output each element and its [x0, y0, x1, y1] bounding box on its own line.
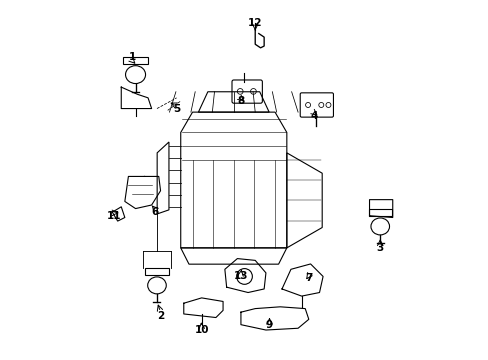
Bar	[368, 210, 391, 216]
Text: 2: 2	[157, 311, 164, 321]
Text: 12: 12	[247, 18, 262, 28]
Text: 4: 4	[310, 111, 317, 121]
Text: 3: 3	[376, 243, 383, 253]
Text: 5: 5	[173, 104, 180, 113]
Text: 9: 9	[265, 320, 272, 330]
Text: 7: 7	[305, 273, 312, 283]
Text: 1: 1	[128, 52, 135, 62]
Text: 10: 10	[194, 325, 208, 335]
Text: 8: 8	[237, 96, 244, 107]
Text: 6: 6	[151, 207, 159, 217]
Text: 13: 13	[233, 271, 248, 282]
Bar	[145, 269, 168, 275]
Text: 11: 11	[107, 211, 121, 221]
Bar	[123, 57, 148, 64]
